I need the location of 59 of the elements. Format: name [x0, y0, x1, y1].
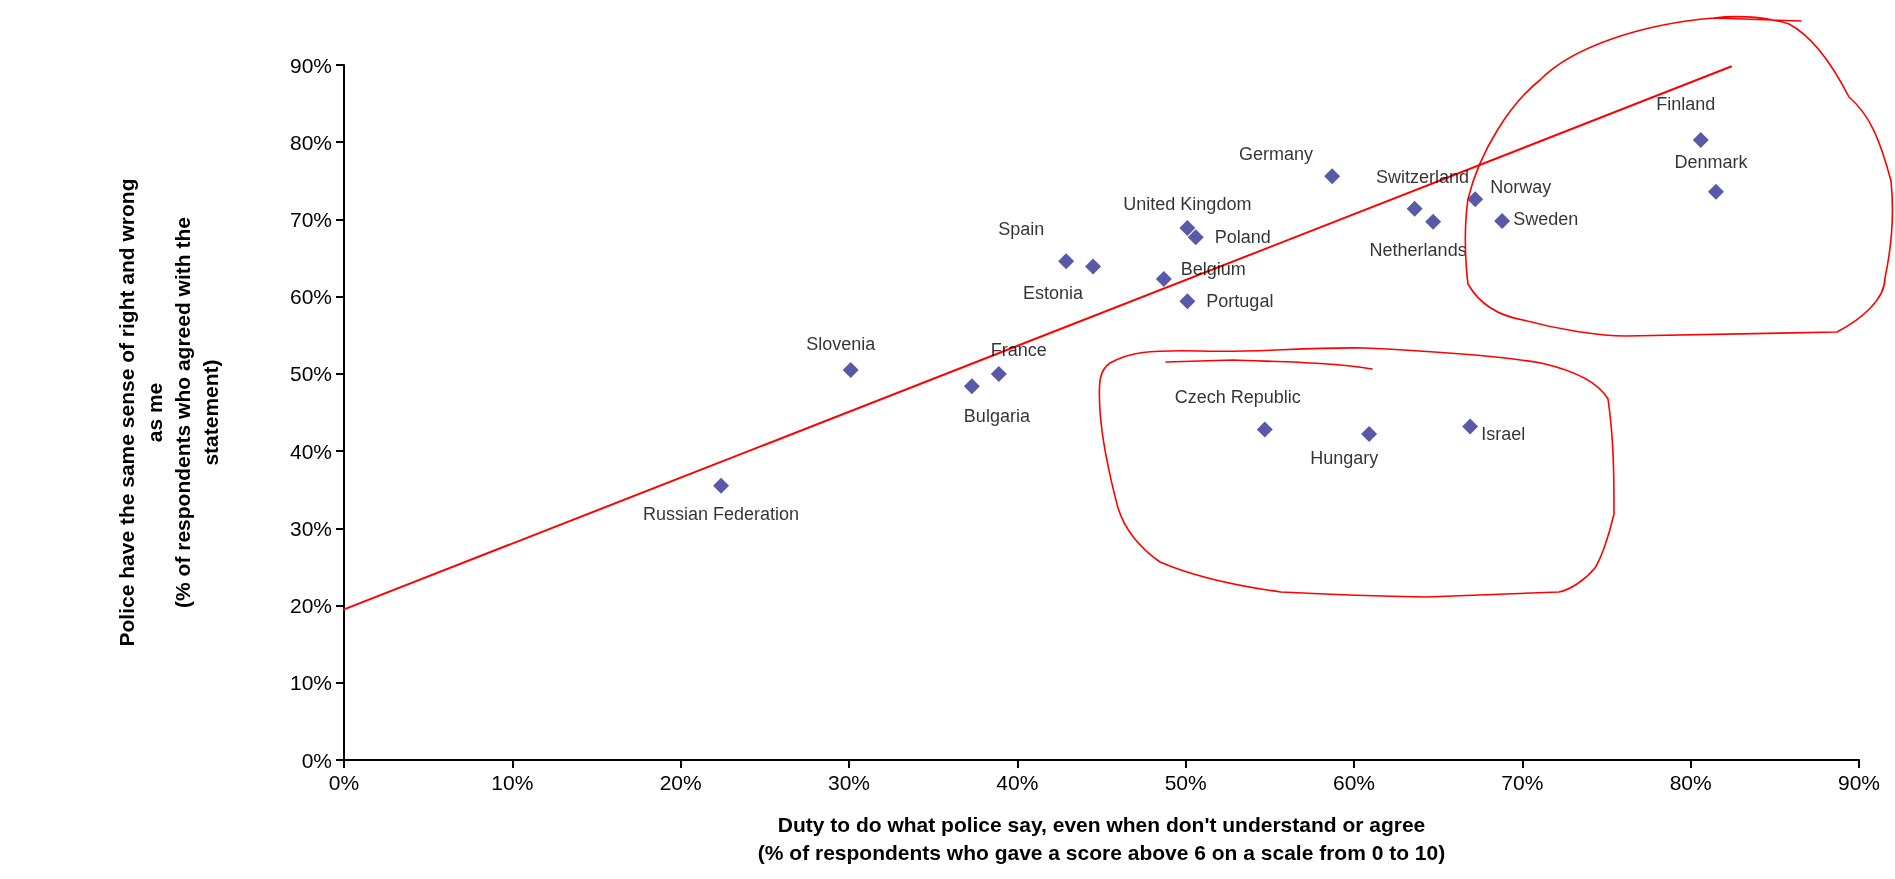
data-label: Poland	[1214, 227, 1271, 248]
x-tick-label: 90%	[1837, 771, 1881, 794]
x-tick-label: 80%	[1669, 771, 1712, 794]
point	[1462, 418, 1479, 435]
y-tick-label: 70%	[289, 207, 332, 231]
data-label: Israel	[1481, 424, 1526, 445]
data-label: Hungary	[1310, 448, 1379, 469]
point	[990, 365, 1007, 382]
y-tick-label: 90%	[289, 53, 332, 77]
data-label: Bulgaria	[963, 406, 1031, 427]
y-axis-title: Police have the same sense of right and wrong as me (% of respondents who agreed with the statement)	[114, 178, 222, 647]
point	[1494, 212, 1511, 229]
data-label: Portugal	[1206, 291, 1274, 312]
x-tick-label: 70%	[1501, 771, 1544, 794]
y-tick-label: 50%	[289, 362, 332, 386]
point	[1085, 258, 1102, 275]
point	[1058, 253, 1075, 270]
y-tick-label: 80%	[289, 130, 332, 154]
y-tick-label: 10%	[289, 671, 332, 695]
data-label: United Kingdom	[1123, 193, 1252, 214]
point	[1187, 229, 1204, 246]
point	[1406, 200, 1423, 217]
point	[1425, 213, 1442, 230]
y-tick-label: 40%	[289, 439, 332, 463]
point	[1467, 191, 1484, 208]
data-label: Russian Federation	[643, 503, 800, 524]
data-label: Netherlands	[1369, 239, 1467, 260]
point	[1179, 219, 1196, 236]
point	[1692, 131, 1709, 148]
x-tick-label: 30%	[827, 771, 871, 794]
y-tick-label: 60%	[289, 285, 332, 309]
point	[842, 362, 859, 379]
x-tick-label: 10%	[491, 771, 534, 794]
y-tick-label: 30%	[289, 516, 332, 540]
point	[1179, 293, 1196, 310]
point	[1324, 168, 1341, 185]
point	[713, 477, 730, 494]
data-label: Germany	[1239, 144, 1314, 165]
x-tick-label: 40%	[996, 771, 1039, 794]
data-label: Denmark	[1674, 151, 1749, 172]
data-label: Estonia	[1023, 282, 1085, 303]
x-axis-title: Duty to do what police say, even when don't understand or agree (% of respondents who gave a score above 6 on a scale from 0 to 10)	[757, 812, 1446, 864]
y-tick-label: 20%	[289, 594, 332, 618]
point	[963, 378, 980, 395]
data-label: Sweden	[1513, 208, 1579, 229]
x-tick-label: 20%	[659, 771, 702, 794]
data-label: Slovenia	[806, 334, 877, 355]
data-label: Czech Republic	[1174, 387, 1301, 408]
y-tick-label: 0%	[301, 748, 332, 772]
data-label: Finland	[1656, 93, 1716, 114]
data-label: Norway	[1490, 177, 1552, 198]
x-tick-label: 0%	[328, 771, 360, 794]
data-label: Spain	[998, 219, 1045, 240]
x-tick-label: 60%	[1332, 771, 1376, 794]
x-tick-label: 50%	[1164, 771, 1207, 794]
point	[1155, 270, 1172, 287]
point	[1361, 426, 1378, 443]
point	[1707, 183, 1724, 200]
point	[1256, 421, 1273, 438]
